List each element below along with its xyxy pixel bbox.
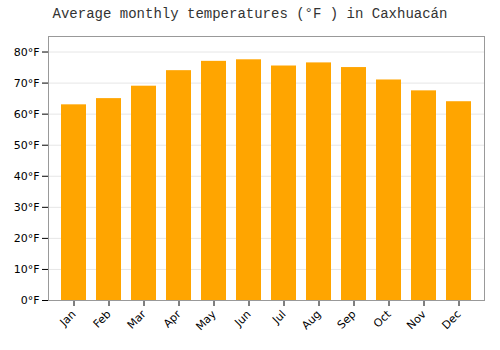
svg-text:Mar: Mar — [125, 307, 149, 331]
svg-text:40°F: 40°F — [14, 170, 40, 183]
svg-text:30°F: 30°F — [14, 201, 40, 214]
svg-text:0°F: 0°F — [21, 294, 40, 307]
svg-text:20°F: 20°F — [14, 232, 40, 245]
svg-text:May: May — [193, 307, 219, 333]
svg-text:Oct: Oct — [371, 307, 394, 330]
svg-text:Jul: Jul — [269, 308, 288, 327]
svg-text:Apr: Apr — [161, 307, 184, 330]
svg-text:Sep: Sep — [335, 308, 359, 332]
svg-text:10°F: 10°F — [14, 263, 40, 276]
html-text:Average monthly temperatures (: Average monthly temperatures (°F ) in Ca… — [52, 6, 448, 22]
svg-text:Feb: Feb — [91, 308, 114, 331]
svg-text:50°F: 50°F — [14, 139, 40, 152]
svg-text:70°F: 70°F — [14, 77, 40, 90]
svg-text:Jan: Jan — [57, 308, 79, 330]
svg-text:60°F: 60°F — [14, 108, 40, 121]
svg-text:Dec: Dec — [439, 308, 463, 332]
svg-text:80°F: 80°F — [14, 46, 40, 59]
svg-text:Aug: Aug — [299, 308, 323, 332]
svg-text:Jun: Jun — [232, 308, 254, 330]
svg-text:Nov: Nov — [404, 307, 429, 332]
